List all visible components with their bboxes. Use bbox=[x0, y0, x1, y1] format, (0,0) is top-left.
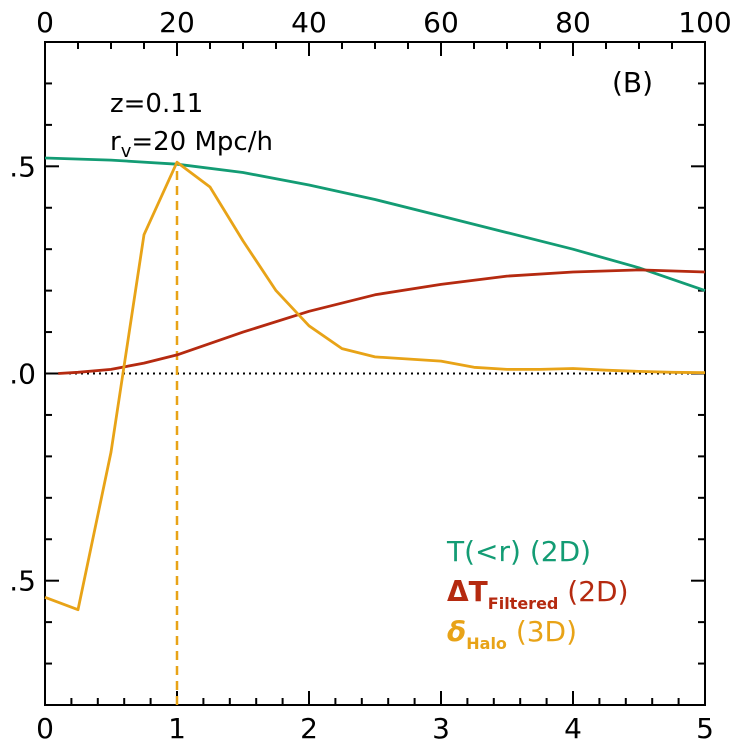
panel-label: (B) bbox=[612, 66, 653, 99]
legend-subscript: Filtered bbox=[488, 594, 559, 613]
series-temperature-line bbox=[44, 156, 706, 292]
series-lines bbox=[44, 156, 706, 612]
annotations: (B) z=0.11 rv=20 Mpc/h bbox=[110, 66, 653, 162]
x-bottom-tick-label: 4 bbox=[564, 712, 582, 745]
x-bottom-tick-label: 5 bbox=[696, 712, 714, 745]
legend-entry-delta-t: ΔTFiltered (2D) bbox=[447, 575, 629, 613]
x-bottom-tick-label: 1 bbox=[168, 712, 186, 745]
legend-symbol: δ bbox=[447, 615, 466, 648]
series-delta-halo-line bbox=[44, 160, 706, 612]
legend-symbol: T(<r) bbox=[446, 535, 521, 568]
x-top-tick-label: 80 bbox=[555, 6, 591, 39]
reference-lines bbox=[45, 162, 705, 705]
x-bottom-tick-label: 2 bbox=[300, 712, 318, 745]
x-top-tick-label: 60 bbox=[423, 6, 459, 39]
radius-annotation: rv=20 Mpc/h bbox=[110, 127, 273, 162]
radius-symbol: r bbox=[110, 127, 121, 157]
x-bottom-tick-label: 0 bbox=[36, 712, 54, 745]
legend-entry-temperature: T(<r) (2D) bbox=[446, 535, 591, 568]
legend-subscript: Halo bbox=[466, 634, 507, 653]
x-top-tick-label: 20 bbox=[159, 6, 195, 39]
x-top-tick-label: 0 bbox=[36, 6, 54, 39]
radius-subscript: v bbox=[121, 141, 132, 162]
legend-suffix: (2D) bbox=[521, 535, 591, 568]
redshift-annotation: z=0.11 bbox=[110, 89, 203, 119]
y-tick-label: .5 bbox=[9, 150, 36, 183]
legend-entry-delta-halo: δHalo (3D) bbox=[447, 615, 577, 653]
y-tick-label: .0 bbox=[9, 358, 36, 391]
legend-suffix: (3D) bbox=[507, 615, 577, 648]
series-delta-t-line bbox=[58, 268, 706, 375]
radius-value: =20 Mpc/h bbox=[131, 127, 273, 157]
axis-ticks bbox=[44, 41, 706, 706]
legend-suffix: (2D) bbox=[558, 575, 628, 608]
legend-symbol: ΔT bbox=[447, 575, 488, 608]
x-bottom-tick-label: 3 bbox=[432, 712, 450, 745]
x-top-tick-label: 40 bbox=[291, 6, 327, 39]
x-top-tick-label: 100 bbox=[678, 6, 731, 39]
tick-labels: 0 1 2 3 4 5 0 20 40 60 80 100 .5 .0 .5 bbox=[9, 6, 731, 745]
y-tick-label: .5 bbox=[9, 565, 36, 598]
legend: T(<r) (2D)ΔTFiltered (2D)δHalo (3D) bbox=[446, 535, 629, 653]
